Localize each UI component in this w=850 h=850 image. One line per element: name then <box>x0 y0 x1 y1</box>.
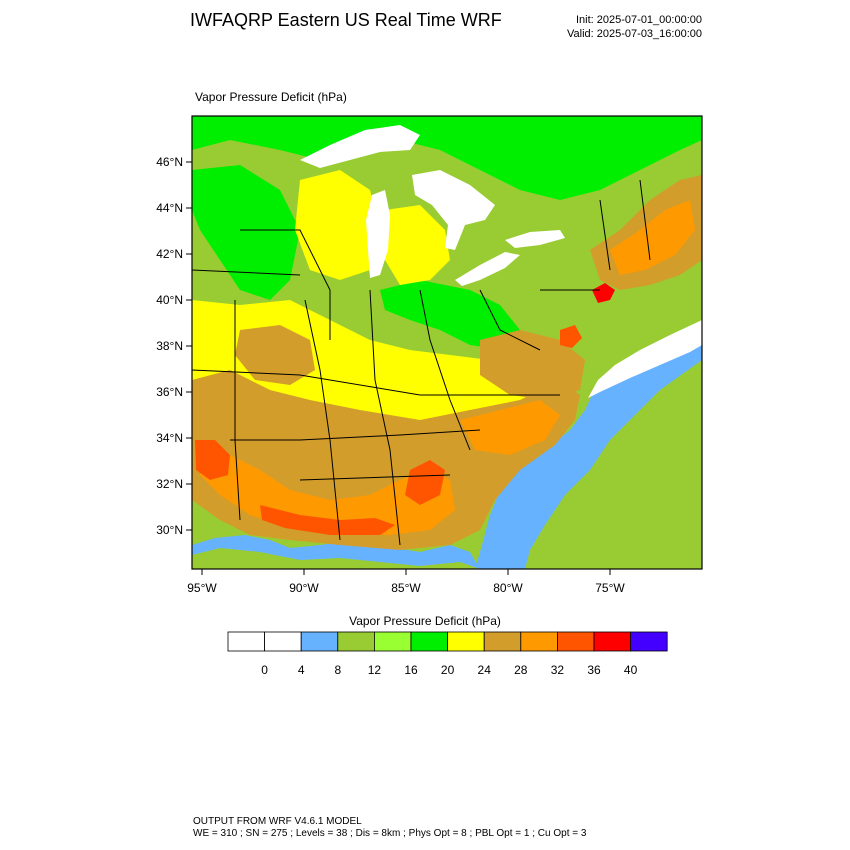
carolina-hot <box>460 400 560 455</box>
northeast-hot <box>610 200 695 275</box>
ohio-green <box>380 280 520 350</box>
missouri-warm <box>235 325 315 385</box>
colorbar-swatch <box>520 631 558 652</box>
lat-label: 32°N <box>156 477 183 491</box>
lon-label: 80°W <box>493 581 523 595</box>
colorbar-swatch <box>227 631 265 652</box>
colorbar-tick-label: 28 <box>514 663 528 677</box>
init-time: Init: 2025-07-01_00:00:00 <box>576 14 702 26</box>
map-frame <box>191 115 703 570</box>
colorbar-swatch <box>447 631 485 652</box>
colorbar-tick-label: 32 <box>551 663 565 677</box>
lat-label: 34°N <box>156 431 183 445</box>
lake-erie <box>455 252 520 286</box>
colorbar-tick-label: 20 <box>441 663 455 677</box>
lon-labels: 95°W 90°W 85°W 80°W 75°W <box>187 581 625 595</box>
footer-line-1: OUTPUT FROM WRF V4.6.1 MODEL <box>193 816 362 827</box>
gulf-low-band <box>192 548 480 569</box>
colorbar-tick-label: 40 <box>624 663 638 677</box>
north-green-west <box>192 165 300 300</box>
lat-label: 38°N <box>156 339 183 353</box>
colorbar-swatch <box>593 631 631 652</box>
nyc-red <box>592 283 615 303</box>
lat-label: 46°N <box>156 155 183 169</box>
wisconsin-yellow <box>295 170 380 280</box>
colorbar-tick-label: 0 <box>261 663 268 677</box>
colorbar-tick-label: 4 <box>298 663 305 677</box>
michigan-yellow <box>385 205 450 285</box>
state-borders <box>192 179 651 546</box>
valid-time: Valid: 2025-07-03_16:00:00 <box>567 28 702 40</box>
alabama-red <box>405 460 445 505</box>
colorbar-swatch <box>337 631 375 652</box>
lat-label: 44°N <box>156 201 183 215</box>
louisiana-red <box>260 505 395 535</box>
lake-ontario <box>505 230 565 248</box>
colorbar-swatch <box>483 631 522 652</box>
lon-ticks <box>201 569 611 575</box>
lat-label: 42°N <box>156 247 183 261</box>
colorbar-swatch <box>557 631 595 652</box>
colorbar-labels: 0 4 8 12 16 20 24 28 32 36 40 <box>261 663 637 677</box>
colorbar-swatch <box>373 631 412 652</box>
ocean-low-band <box>525 360 702 569</box>
lat-label: 40°N <box>156 293 183 307</box>
colorbar-swatch <box>630 631 668 652</box>
map-field <box>192 116 702 569</box>
colorbar-title: Vapor Pressure Deficit (hPa) <box>349 614 501 628</box>
colorbar-tick-label: 8 <box>334 663 341 677</box>
lon-label: 95°W <box>187 581 217 595</box>
north-green-band <box>192 116 702 200</box>
texas-red <box>195 440 230 480</box>
footer-line-2: WE = 310 ; SN = 275 ; Levels = 38 ; Dis … <box>193 828 587 839</box>
colorbar-tick-label: 24 <box>478 663 492 677</box>
lon-label: 90°W <box>289 581 319 595</box>
white-ocean-patch <box>588 320 702 398</box>
colorbar-swatch <box>264 631 302 652</box>
colorbar-tick-label: 16 <box>404 663 418 677</box>
lake-superior <box>300 125 420 168</box>
footer: OUTPUT FROM WRF V4.6.1 MODEL WE = 310 ; … <box>193 816 586 840</box>
lake-huron <box>412 170 495 250</box>
colorbar-tick-label: 36 <box>587 663 601 677</box>
virginia-warm <box>480 330 585 400</box>
lat-label: 36°N <box>156 385 183 399</box>
lake-michigan <box>366 190 390 278</box>
colorbar <box>227 631 668 652</box>
colorbar-tick-label: 12 <box>368 663 382 677</box>
colorbar-swatch <box>410 631 448 652</box>
plot-title: IWFAQRP Eastern US Real Time WRF <box>190 10 502 30</box>
maryland-red <box>560 325 582 348</box>
field-label: Vapor Pressure Deficit (hPa) <box>195 90 347 104</box>
lon-label: 85°W <box>391 581 421 595</box>
lat-label: 30°N <box>156 523 183 537</box>
lat-labels: 46°N 44°N 42°N 40°N 38°N 36°N 34°N 32°N … <box>156 155 183 537</box>
colorbar-swatch <box>300 631 339 652</box>
lon-label: 75°W <box>595 581 625 595</box>
lat-ticks <box>186 161 192 531</box>
